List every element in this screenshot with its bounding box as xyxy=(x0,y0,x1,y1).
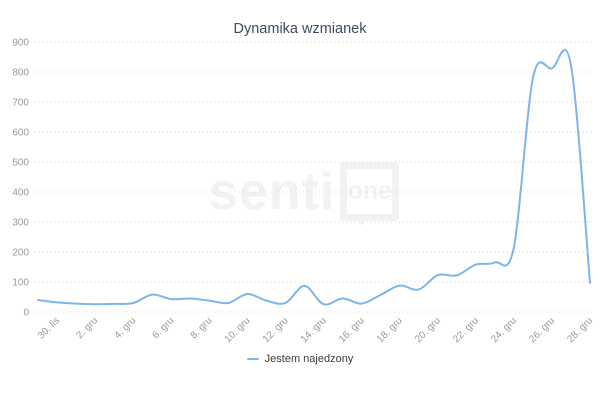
legend: Jestem najedzony xyxy=(0,353,600,365)
x-axis-label-14-gru: 14. gru xyxy=(299,315,329,345)
y-axis-label-600: 600 xyxy=(12,128,29,139)
watermark-text-one: one xyxy=(347,177,393,205)
x-axis-label-4-gru: 4. gru xyxy=(112,315,138,341)
y-axis-label-700: 700 xyxy=(12,98,29,109)
y-axis-label-0: 0 xyxy=(23,308,29,319)
y-axis-label-300: 300 xyxy=(12,218,29,229)
y-axis-label-900: 900 xyxy=(12,38,29,49)
y-axis-label-500: 500 xyxy=(12,158,29,169)
series-line-jestem-najedzony xyxy=(37,48,591,306)
legend-item-jestem-najedzony[interactable]: Jestem najedzony xyxy=(246,353,354,365)
x-axis-label-28-gru: 28. gru xyxy=(565,315,595,345)
legend-label: Jestem najedzony xyxy=(264,353,354,365)
x-axis-label-12-gru: 12. gru xyxy=(261,315,291,345)
x-axis-label-6-gru: 6. gru xyxy=(150,315,176,341)
y-axis-label-200: 200 xyxy=(12,248,29,259)
x-axis-label-18-gru: 18. gru xyxy=(375,315,405,345)
x-axis-label-20-gru: 20. gru xyxy=(413,315,443,345)
x-axis-label-10-gru: 10. gru xyxy=(223,315,253,345)
chart-title: Dynamika wzmianek xyxy=(233,21,367,37)
x-axis-label-26-gru: 26. gru xyxy=(527,315,557,345)
y-axis-label-800: 800 xyxy=(12,68,29,79)
legend-line-marker-icon xyxy=(246,358,259,360)
x-axis-label-2-gru: 2. gru xyxy=(74,315,100,341)
y-axis-label-100: 100 xyxy=(12,278,29,289)
x-axis-label-30-lis: 30. lis xyxy=(36,315,62,341)
x-axis-label-16-gru: 16. gru xyxy=(337,315,367,345)
x-axis-label-8-gru: 8. gru xyxy=(189,315,215,341)
y-axis-label-400: 400 xyxy=(12,188,29,199)
x-axis-label-24-gru: 24. gru xyxy=(489,315,519,345)
x-axis-label-22-gru: 22. gru xyxy=(451,315,481,345)
watermark-bubble-tail xyxy=(356,214,371,226)
